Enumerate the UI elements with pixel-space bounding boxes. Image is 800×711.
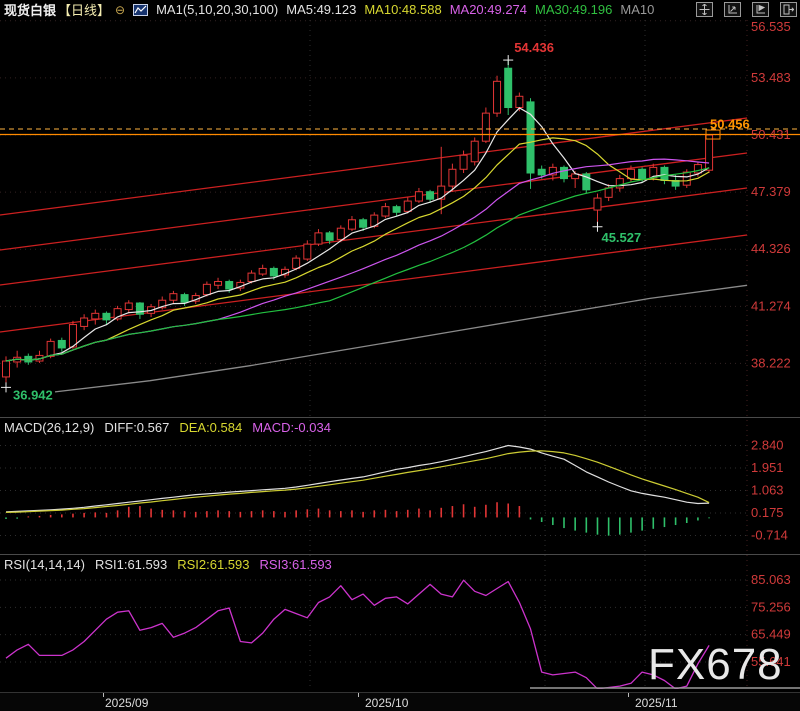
macd-dea-value: DEA:0.584	[179, 420, 243, 435]
svg-text:85.063: 85.063	[751, 572, 791, 587]
svg-text:45.527: 45.527	[601, 230, 641, 245]
scale-right-icon[interactable]	[752, 2, 769, 17]
scale-left-icon[interactable]	[724, 2, 741, 17]
month-label-sep: 2025/09	[105, 696, 149, 710]
x-axis-bar[interactable]: 2025/09 2025/10 2025/11	[0, 692, 800, 711]
ma-settings-label[interactable]: MA1(5,10,20,30,100)	[156, 2, 279, 17]
ma5-line	[5, 107, 710, 362]
svg-text:50.431: 50.431	[751, 127, 791, 142]
svg-text:36.942: 36.942	[13, 387, 53, 402]
ma30-line	[5, 167, 710, 362]
svg-text:0.175: 0.175	[751, 505, 784, 520]
rsi-line	[5, 579, 710, 689]
month-label-oct: 2025/10	[365, 696, 409, 710]
panel-separators	[0, 417, 800, 689]
svg-text:47.379: 47.379	[751, 184, 791, 199]
ma10-line	[5, 137, 710, 362]
collapse-icon[interactable]: ⊖	[115, 2, 126, 17]
svg-text:50.456: 50.456	[710, 117, 750, 132]
exit-icon[interactable]	[780, 2, 797, 17]
macd-settings-label[interactable]: MACD(26,12,9)	[4, 420, 95, 435]
ma10-value: MA10:48.588	[364, 2, 442, 17]
month-label-nov: 2025/11	[635, 696, 678, 710]
candles	[2, 60, 714, 388]
macd-hist-value: MACD:-0.034	[252, 420, 331, 435]
chart-type-icon[interactable]	[133, 3, 149, 16]
x-axis-tick	[358, 693, 359, 697]
svg-text:55.641: 55.641	[751, 654, 791, 669]
svg-text:38.222: 38.222	[751, 355, 791, 370]
rsi-header: RSI(14,14,14) RSI1:61.593 RSI2:61.593 RS…	[4, 557, 332, 572]
rsi1-value: RSI1:61.593	[94, 557, 168, 572]
annotations: 54.436 45.527 36.942 50.456	[1, 40, 750, 402]
move-icon[interactable]	[696, 2, 713, 17]
svg-text:65.449: 65.449	[751, 627, 791, 642]
svg-text:41.274: 41.274	[751, 298, 791, 313]
rsi-settings-label[interactable]: RSI(14,14,14)	[4, 557, 85, 572]
svg-text:75.256: 75.256	[751, 599, 791, 614]
svg-text:1.951: 1.951	[751, 460, 784, 475]
svg-text:44.326: 44.326	[751, 241, 791, 256]
svg-text:2.840: 2.840	[751, 438, 784, 453]
gridlines	[0, 20, 748, 689]
ma5-value: MA5:49.123	[286, 2, 357, 17]
macd-diff-value: DIFF:0.567	[104, 420, 170, 435]
svg-text:1.063: 1.063	[751, 483, 784, 498]
svg-text:56.535: 56.535	[751, 19, 791, 34]
x-axis-tick	[103, 693, 104, 697]
rsi2-value: RSI2:61.593	[177, 557, 250, 572]
ma100-line	[54, 284, 748, 393]
rsi3-value: RSI3:61.593	[259, 557, 332, 572]
svg-text:54.436: 54.436	[514, 40, 554, 55]
ma30-value: MA30:49.196	[535, 2, 613, 17]
macd-header: MACD(26,12,9) DIFF:0.567 DEA:0.584 MACD:…	[4, 420, 331, 435]
chart-title: 现货白银	[4, 3, 57, 18]
x-axis-tick	[628, 693, 629, 697]
y-axis-labels: 56.535 53.483 50.431 47.379 44.326 41.274 38.2…	[751, 19, 791, 669]
ma20-value: MA20:49.274	[449, 2, 528, 17]
chart-header: 现货白银 【日线】 ⊖ MA1(5,10,20,30,100) MA5:49.1…	[4, 1, 797, 18]
svg-text:-0.714: -0.714	[751, 528, 788, 543]
svg-text:53.483: 53.483	[751, 70, 791, 85]
chart-period-label[interactable]: 【日线】	[58, 3, 111, 18]
ma100-label: MA10	[620, 2, 655, 17]
macd-panel	[5, 444, 710, 536]
watermark: FX678	[648, 640, 783, 689]
price-lines	[0, 128, 800, 136]
